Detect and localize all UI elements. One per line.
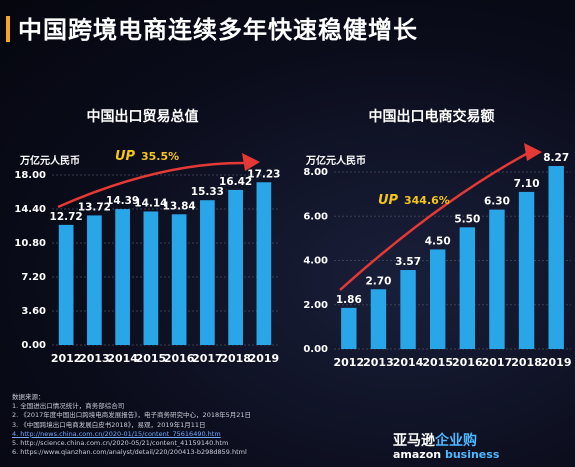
- x-tick-label: 2018: [511, 356, 542, 369]
- bar: [87, 215, 102, 345]
- y-tick-label: 4.00: [303, 256, 328, 267]
- growth-badge-value: 344.6%: [404, 194, 450, 207]
- source-item: 1. 全国进出口情况统计，商务部综合司: [12, 402, 125, 411]
- x-tick-label: 2015: [422, 356, 453, 369]
- x-tick-label: 2012: [51, 352, 82, 365]
- bar: [489, 209, 505, 349]
- x-tick-label: 2012: [334, 356, 365, 369]
- x-tick-label: 2014: [393, 356, 424, 369]
- x-tick-label: 2013: [79, 352, 110, 365]
- x-tick-label: 2014: [107, 352, 138, 365]
- source-item: 3. 《中国跨境出口电商发展白皮书2018》，易观，2019年1月11日: [12, 420, 206, 429]
- logo-text-en-highlight: business: [444, 448, 500, 461]
- amazon-business-logo: 亚马逊企业购 amazon business: [393, 430, 553, 462]
- logo-text-cn: 亚马逊: [393, 433, 435, 449]
- x-tick-label: 2018: [220, 352, 251, 365]
- data-label: 13.84: [163, 200, 196, 212]
- ecommerce-bar-chart: 0.00 2.00 4.00 6.00 8.00 1.86 2012 2.70 2013 3.57…: [303, 143, 572, 369]
- y-tick-label: 0.00: [21, 340, 46, 351]
- bar: [400, 270, 416, 349]
- data-label: 8.27: [543, 152, 569, 164]
- data-label: 5.50: [454, 213, 480, 225]
- page-title: 中国跨境电商连续多年快速稳健增长: [18, 16, 418, 44]
- chart-title: 中国出口贸易总值: [86, 109, 199, 125]
- data-label: 15.33: [191, 186, 224, 198]
- y-tick-label: 14.40: [14, 204, 46, 215]
- y-tick-label: 8.00: [303, 167, 328, 178]
- growth-arrow-head: [242, 153, 260, 171]
- sources-block: 数据来源： 1. 全国进出口情况统计，商务部综合司 2. 《2017年度中国出口…: [12, 393, 251, 457]
- y-axis-unit-label: 万亿元人民币: [20, 156, 80, 167]
- logo-text-cn-highlight: 企业购: [435, 433, 477, 449]
- growth-badge-value: 35.5%: [141, 150, 179, 163]
- bar: [58, 224, 74, 345]
- growth-arrow-head: [524, 143, 542, 161]
- bar: [459, 227, 476, 349]
- y-tick-label: 0.00: [303, 344, 328, 355]
- data-label: 17.23: [247, 168, 280, 180]
- data-label: 4.50: [425, 235, 451, 247]
- chart-title: 中国出口电商交易额: [368, 109, 495, 125]
- bar: [228, 189, 243, 345]
- data-label: 3.57: [395, 256, 421, 268]
- y-tick-label: 2.00: [303, 300, 328, 311]
- data-label: 14.39: [106, 195, 139, 207]
- source-item: 2. 《2017年度中国出口跨境电商发展报告》，电子商务研究中心，2018年5月…: [12, 411, 252, 420]
- growth-arrow-line: [57, 161, 247, 209]
- bar: [370, 289, 387, 349]
- bar: [143, 211, 159, 345]
- bar: [518, 191, 535, 349]
- data-label: 16.42: [219, 176, 252, 188]
- data-label: 12.72: [50, 211, 83, 223]
- y-tick-label: 18.00: [14, 170, 46, 181]
- bar: [171, 214, 187, 345]
- bar: [256, 182, 272, 345]
- bar: [429, 249, 446, 349]
- y-axis-unit-label: 万亿元人民币: [306, 156, 366, 167]
- chart-panel-export-total: 中国出口贸易总值 万亿元人民币 0.00 3.60 7.20 10.80 14.40 18…: [0, 62, 285, 392]
- data-label: 6.30: [484, 196, 510, 208]
- growth-badge-prefix: UP: [378, 193, 399, 208]
- x-tick-label: 2019: [249, 352, 280, 365]
- x-tick-label: 2016: [452, 356, 483, 369]
- x-tick-label: 2017: [482, 356, 513, 369]
- x-tick-label: 2019: [541, 356, 572, 369]
- growth-badge-prefix: UP: [115, 149, 136, 164]
- source-item: 5. http://science.china.com.cn/2020-05/2…: [12, 439, 229, 448]
- chart-panel-ecommerce: 中国出口电商交易额 万亿元人民币 0.00 2.00 4.00 6.00 8.00 1.8…: [288, 62, 575, 392]
- data-label: 1.86: [336, 294, 362, 306]
- data-label: 14.14: [134, 197, 167, 209]
- y-tick-label: 7.20: [21, 272, 46, 283]
- y-tick-label: 3.60: [21, 306, 46, 317]
- source-item: 6. https://www.qianzhan.com/analyst/deta…: [12, 448, 247, 457]
- title-accent-bar: [6, 16, 10, 42]
- sources-heading: 数据来源：: [12, 393, 45, 401]
- bar: [548, 166, 564, 349]
- y-tick-label: 10.80: [14, 238, 46, 249]
- x-tick-label: 2015: [136, 352, 167, 365]
- data-label: 2.70: [365, 275, 391, 287]
- data-label: 13.72: [78, 201, 111, 213]
- x-tick-label: 2017: [192, 352, 223, 365]
- source-link[interactable]: 4. http://news.china.com.cn/2020-01/15/c…: [12, 429, 221, 438]
- logo-text-en: amazon: [393, 448, 442, 461]
- x-tick-label: 2013: [363, 356, 394, 369]
- growth-arrow-line: [339, 151, 529, 291]
- bar: [200, 200, 215, 345]
- y-tick-label: 6.00: [303, 211, 328, 222]
- bar: [115, 209, 130, 345]
- export-total-bar-chart: 0.00 3.60 7.20 10.80 14.40 18.00 12.72 2012 13.7…: [14, 149, 280, 365]
- data-label: 7.10: [514, 178, 540, 190]
- x-tick-label: 2016: [164, 352, 195, 365]
- bar: [341, 307, 357, 349]
